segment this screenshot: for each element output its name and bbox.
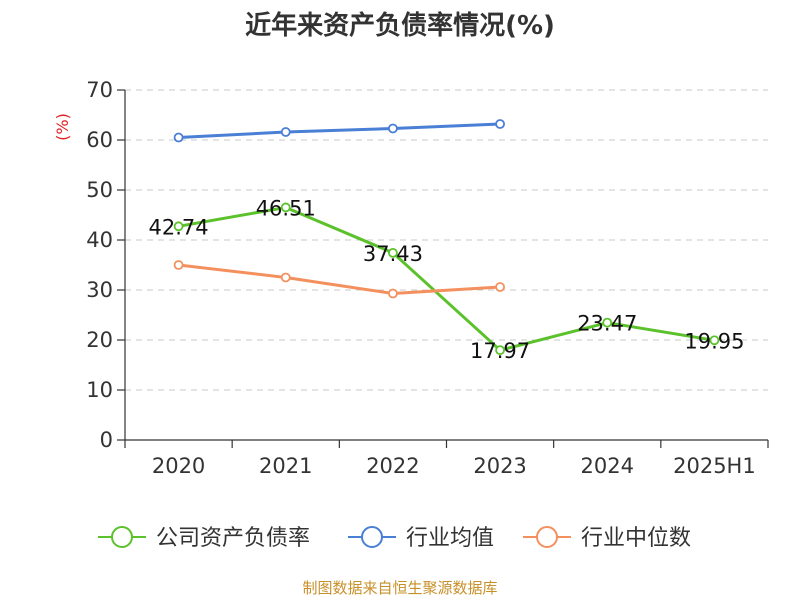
y-tick-label: 50 — [86, 178, 113, 202]
data-point — [388, 247, 398, 258]
data-point — [709, 335, 720, 346]
series-lines — [173, 119, 720, 356]
data-label: 17.97 — [470, 339, 530, 363]
data-point — [173, 132, 184, 143]
y-tick-label: 10 — [86, 378, 113, 402]
legend[interactable]: 公司资产负债率 行业均值 行业中位数 — [98, 526, 691, 551]
series-line — [178, 206, 715, 352]
x-tick-label: 2021 — [259, 454, 312, 478]
legend-swatch-marker[interactable] — [536, 526, 558, 548]
data-label: 37.43 — [363, 242, 423, 266]
data-label: 42.74 — [149, 215, 209, 239]
legend-swatch-marker[interactable] — [361, 526, 383, 548]
axes: 0 10 20 30 40 50 60 70 2020 2021 2022 2023 2024 2025H… — [86, 78, 769, 478]
legend-label[interactable]: 公司资产负债率 — [156, 526, 310, 551]
y-tick-label: 40 — [86, 228, 113, 252]
chart-title: 近年来资产负债率情况(%) — [245, 10, 555, 41]
y-tick-label: 0 — [100, 428, 113, 452]
x-tick-label: 2024 — [581, 454, 634, 478]
source-footer: 制图数据来自恒生聚源数据库 — [302, 579, 497, 597]
y-tick-label: 70 — [86, 78, 113, 102]
series-line — [178, 263, 501, 295]
series-line — [178, 122, 501, 139]
data-point — [602, 317, 613, 328]
data-point — [280, 202, 291, 213]
x-tick-label: 2022 — [366, 454, 419, 478]
x-tick-label: 2023 — [473, 454, 526, 478]
data-point — [388, 123, 398, 134]
x-tick-label: 2025H1 — [673, 454, 756, 478]
data-label: 46.51 — [256, 196, 316, 220]
y-tick-label: 60 — [86, 128, 113, 152]
data-point — [173, 221, 184, 232]
y-tick-label: 20 — [86, 328, 113, 352]
data-labels: 42.74 46.51 37.43 17.97 23.47 19.95 — [149, 196, 745, 363]
data-point — [280, 272, 291, 283]
data-label: 19.95 — [684, 329, 744, 353]
y-tick-label: 30 — [86, 278, 113, 302]
legend-swatch-marker[interactable] — [111, 526, 133, 548]
data-point — [388, 288, 398, 299]
data-point — [173, 260, 184, 270]
legend-label[interactable]: 行业均值 — [406, 526, 494, 551]
data-point — [280, 127, 291, 137]
y-axis-unit-label: (%) — [53, 113, 72, 141]
data-point — [495, 282, 505, 292]
data-point — [495, 345, 505, 356]
legend-label[interactable]: 行业中位数 — [581, 526, 691, 551]
x-tick-label: 2020 — [152, 454, 205, 478]
data-point — [495, 119, 505, 129]
data-label: 23.47 — [577, 312, 637, 336]
